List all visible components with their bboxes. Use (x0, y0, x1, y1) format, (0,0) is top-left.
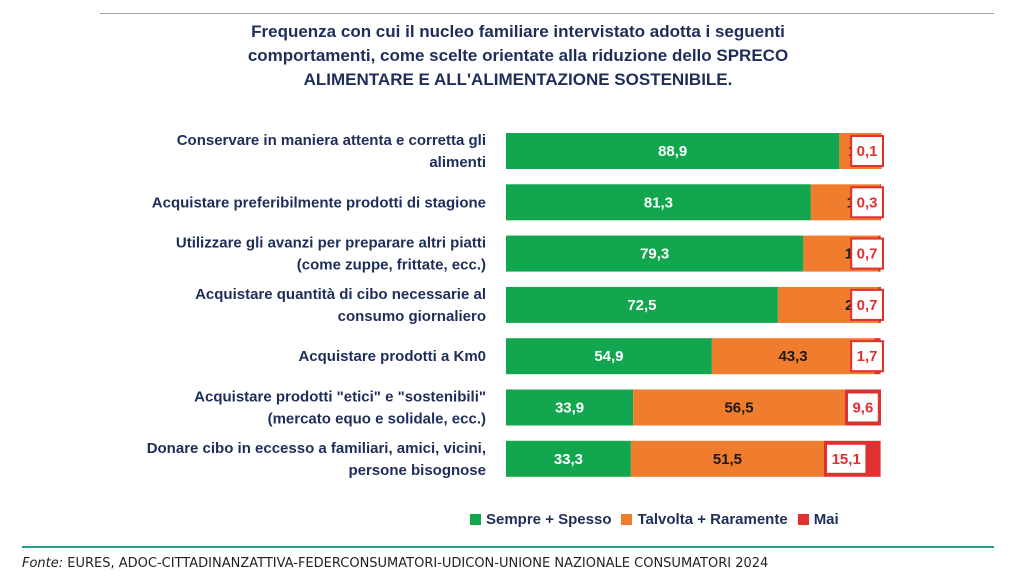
category-label: Acquistare prodotti "etici" e "sostenibi… (194, 389, 486, 406)
data-label: 56,5 (724, 400, 753, 417)
bar-segment-sempre-spesso (506, 184, 811, 221)
category-label: Utilizzare gli avanzi per preparare altr… (176, 235, 486, 252)
chart-title: Frequenza con cui il nucleo familiare in… (160, 20, 876, 92)
legend-item-talvolta-raramente: Talvolta + Raramente (621, 510, 788, 528)
data-label: 33,9 (555, 400, 584, 417)
top-divider (100, 13, 994, 14)
chart-title-line: Frequenza con cui il nucleo familiare in… (251, 22, 785, 41)
bar-segment-sempre-spesso (506, 286, 778, 323)
data-label: 33,3 (554, 451, 583, 468)
data-label: 1,7 (857, 348, 878, 365)
category-label: consumo giornaliero (338, 308, 486, 325)
data-label: 72,5 (627, 297, 656, 314)
category-label: alimenti (429, 154, 486, 171)
data-label-box (850, 340, 885, 373)
legend-item-mai: Mai (797, 510, 839, 528)
bar-segment-talvolta-raramente (633, 389, 845, 426)
category-label: Donare cibo in eccesso a familiari, amic… (147, 440, 486, 457)
bar-segment-sempre-spesso (506, 440, 631, 477)
data-label: 0,3 (857, 194, 878, 211)
legend-swatch-orange (621, 513, 633, 525)
bottom-divider (22, 546, 994, 548)
data-label-box (850, 135, 885, 167)
data-label: 88,9 (658, 143, 687, 160)
category-label: (come zuppe, frittate, ecc.) (297, 257, 486, 274)
data-label: 79,3 (640, 246, 669, 263)
data-label: 15,1 (832, 451, 861, 468)
data-label: 0,7 (857, 297, 878, 314)
category-label: Conservare in maniera attenta e corretta… (177, 132, 486, 149)
legend-label: Sempre + Spesso (486, 510, 612, 528)
category-label: persone bisognose (348, 462, 486, 479)
data-label-box (850, 288, 885, 321)
legend-label: Mai (813, 510, 839, 528)
bar-segment-sempre-spesso (506, 133, 840, 169)
data-label-box (850, 237, 885, 270)
bar-segment-sempre-spesso (506, 389, 634, 426)
legend-swatch-red (797, 513, 809, 525)
data-label-box (850, 186, 885, 219)
data-label: 51,5 (713, 451, 742, 468)
category-label: (mercato equo e solidale, ecc.) (268, 411, 486, 428)
bar-segment-talvolta-raramente (630, 440, 824, 477)
category-label: Acquistare prodotti a Km0 (298, 348, 486, 365)
chart-title-line: comportamenti, come scelte orientate all… (247, 46, 789, 65)
stacked-bar-chart: Conservare in maniera attenta e corretta… (147, 132, 885, 479)
data-label: 54,9 (594, 348, 623, 365)
bar-segment-talvolta-raramente (711, 338, 875, 375)
data-label-box (825, 442, 868, 475)
chart-title-line: ALIMENTARE E ALL'ALIMENTAZIONE SOSTENIBI… (303, 70, 733, 89)
data-label: 81,3 (644, 194, 673, 211)
data-label: 9,6 (852, 400, 873, 417)
bar-segment-sempre-spesso (506, 338, 712, 375)
source-label: Fonte: (22, 556, 64, 571)
data-label: 43,3 (778, 348, 807, 365)
legend-label: Talvolta + Raramente (637, 510, 788, 528)
source-note: Fonte: EURES, ADOC-CITTADINANZATTIVA-FED… (22, 556, 768, 571)
legend-item-sempre-spesso: Sempre + Spesso (470, 511, 611, 528)
legend-swatch-green (470, 513, 481, 525)
data-label-box (846, 391, 880, 424)
data-label: 0,7 (857, 246, 878, 263)
bar-segment-sempre-spesso (506, 235, 804, 272)
category-label: Acquistare preferibilmente prodotti di s… (152, 194, 486, 211)
source-text: EURES, ADOC-CITTADINANZATTIVA-FEDERCONSU… (63, 556, 769, 571)
legend: Sempre + Spesso Talvolta + Raramente Mai (470, 508, 839, 530)
data-label: 0,1 (857, 143, 878, 160)
category-label: Acquistare quantità di cibo necessarie a… (195, 286, 486, 303)
